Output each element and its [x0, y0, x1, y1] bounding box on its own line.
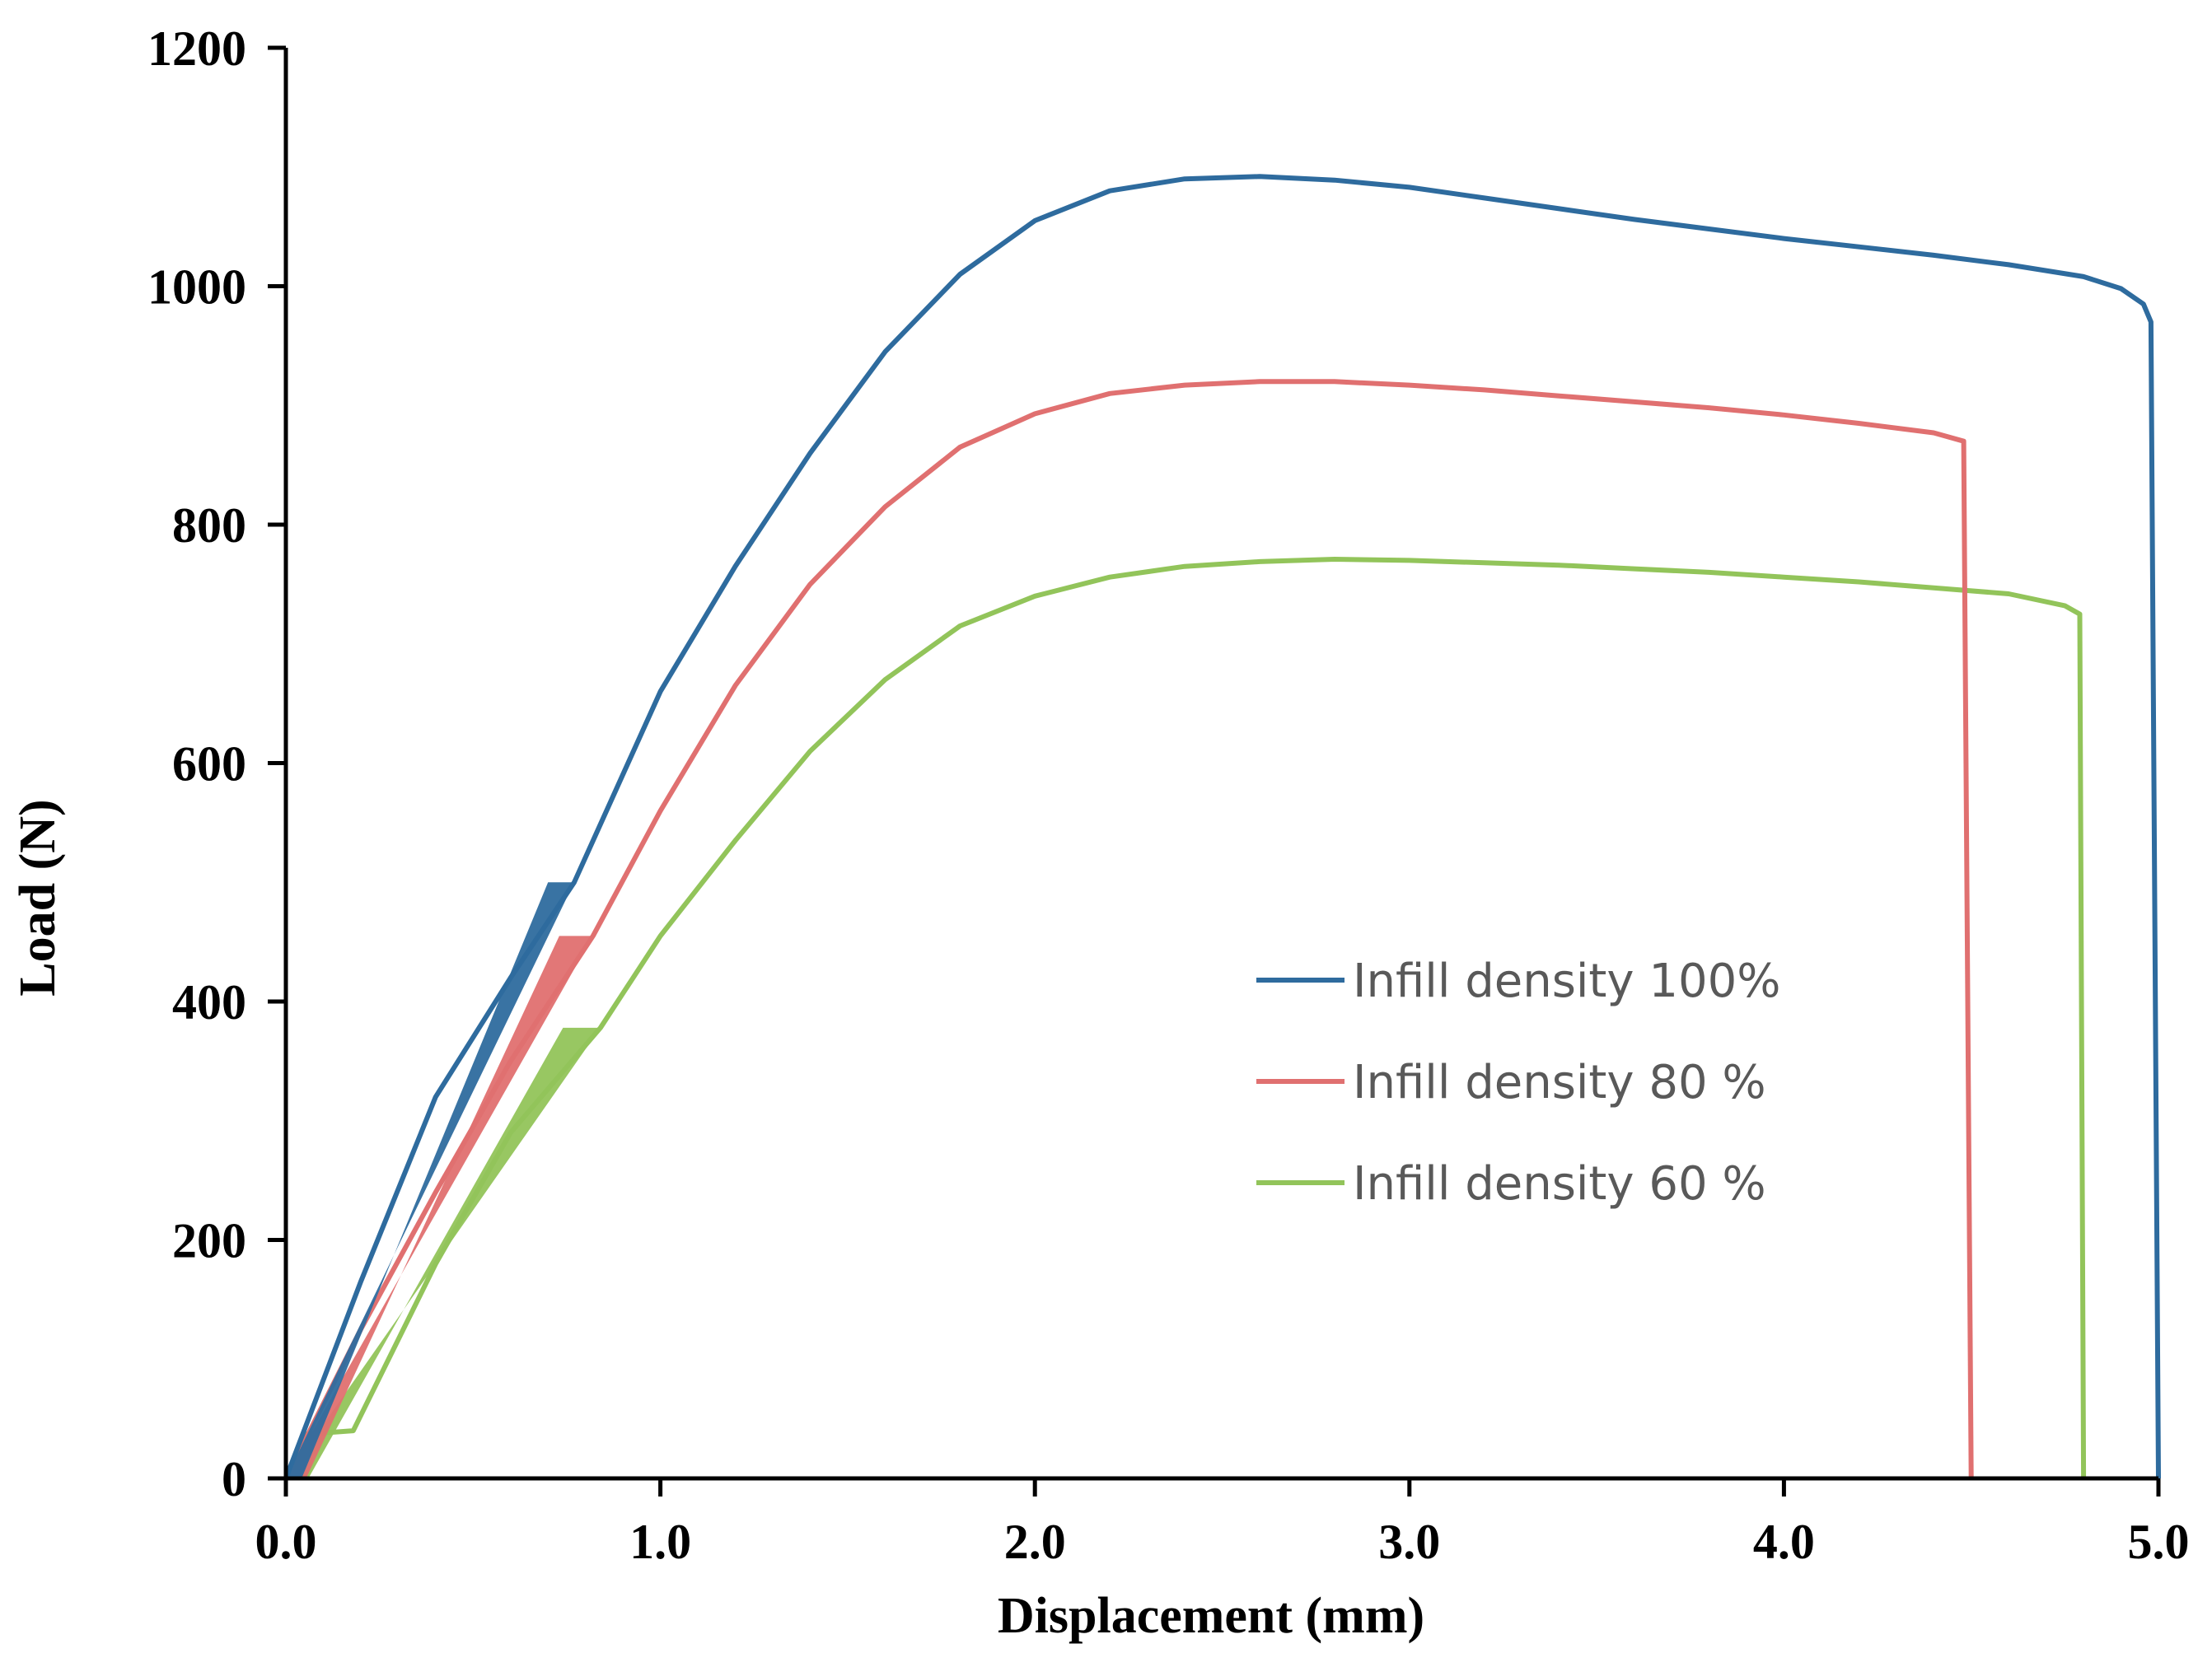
x-tick-label: 1.0	[629, 1515, 691, 1569]
y-tick-label: 200	[172, 1214, 246, 1268]
y-tick-label: 0	[222, 1452, 246, 1506]
y-axis-ticks: 0 200 400 600 800 1000 1200	[147, 21, 286, 1506]
legend-label-100: Infill density 100%	[1353, 955, 1780, 1008]
y-tick-label: 800	[172, 498, 246, 553]
series-ramp-band	[286, 936, 593, 1478]
chart-legend: Infill density 100% Infill density 80 % …	[1256, 955, 1780, 1211]
x-tick-label: 0.0	[255, 1515, 317, 1569]
series-line-1	[283, 379, 1974, 1480]
x-tick-label: 5.0	[2128, 1515, 2190, 1569]
x-axis-ticks: 0.0 1.0 2.0 3.0 4.0 5.0	[255, 1478, 2190, 1569]
y-tick-label: 600	[172, 737, 246, 791]
y-axis-title: Load (N)	[10, 799, 66, 996]
x-tick-label: 4.0	[1753, 1515, 1815, 1569]
series-line-2	[283, 557, 2087, 1480]
x-tick-label: 3.0	[1378, 1515, 1440, 1569]
legend-label-80: Infill density 80 %	[1353, 1056, 1766, 1109]
y-tick-label: 400	[172, 975, 246, 1030]
series-ramp-band	[286, 882, 575, 1478]
y-tick-label: 1200	[147, 21, 246, 76]
y-tick-label: 1000	[147, 260, 246, 315]
x-axis-title: Displacement (mm)	[998, 1588, 1424, 1644]
x-tick-label: 2.0	[1004, 1515, 1066, 1569]
series-line-0	[283, 174, 2161, 1480]
series-layer	[283, 174, 2161, 1480]
legend-label-60: Infill density 60 %	[1353, 1157, 1766, 1211]
